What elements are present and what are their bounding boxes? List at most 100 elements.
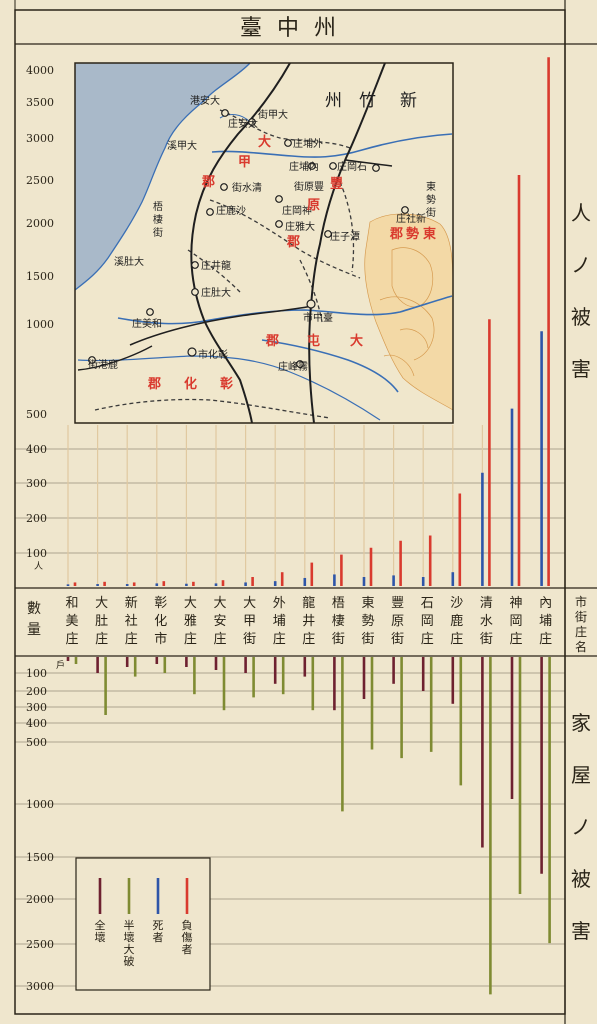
svg-text:原: 原 — [307, 198, 320, 213]
svg-text:庄峰霧: 庄峰霧 — [278, 360, 308, 373]
tick-label-casualty: 200 — [26, 512, 47, 525]
mountain-terrain — [364, 213, 454, 411]
district-labels: 大甲郡 豐原郡 郡勢東 郡屯大 郡化彰 — [147, 134, 436, 392]
rail-mountain — [308, 62, 386, 424]
svg-text:竹: 竹 — [359, 91, 376, 111]
section-label-casualties: 被 — [571, 305, 591, 329]
svg-text:庄安大: 庄安大 — [228, 117, 258, 130]
category-label: 岡 — [509, 614, 522, 629]
tick-label-house: 400 — [26, 717, 47, 730]
svg-text:庄社新: 庄社新 — [396, 212, 426, 225]
section-label-houses: 家 — [571, 711, 591, 735]
svg-text:東: 東 — [423, 226, 436, 242]
svg-text:豐: 豐 — [330, 176, 343, 192]
tick-label-house: 100 — [26, 667, 47, 680]
category-header: 庄 — [575, 624, 587, 639]
chart-title: 臺 中 州 — [240, 16, 340, 41]
tick-label-casualty: 2500 — [26, 174, 54, 187]
tick-label-house: 300 — [26, 701, 47, 714]
svg-text:大: 大 — [258, 134, 271, 150]
svg-text:庄岡神: 庄岡神 — [282, 204, 312, 217]
coastline — [74, 62, 251, 291]
category-label: 大 — [243, 596, 256, 611]
tick-label-casualty: 400 — [26, 443, 47, 456]
tick-label-house: 3000 — [26, 980, 54, 993]
section-label-houses: 屋 — [571, 763, 591, 787]
category-label: 彰 — [154, 595, 167, 611]
category-label: 梧 — [332, 596, 345, 611]
svg-text:庄子潭: 庄子潭 — [330, 230, 360, 243]
river-tatu — [117, 295, 453, 325]
svg-text:屯: 屯 — [307, 333, 320, 349]
svg-text:街: 街 — [153, 226, 163, 239]
category-label: 庄 — [539, 631, 552, 647]
tick-label-casualty: 2000 — [26, 217, 54, 230]
boundaries — [94, 109, 361, 419]
category-header: 名 — [575, 639, 587, 654]
svg-text:梧: 梧 — [153, 200, 163, 213]
house-unit-label: 戶 — [56, 659, 65, 671]
svg-text:港安大: 港安大 — [190, 94, 220, 107]
tick-label-casualty: 1000 — [26, 318, 54, 331]
category-label: 岡 — [421, 614, 434, 629]
legend-label: 負傷者 — [182, 919, 193, 956]
svg-text:溪肚大: 溪肚大 — [114, 255, 144, 268]
svg-text:東: 東 — [426, 180, 436, 193]
legend-label-char: 破 — [124, 954, 135, 968]
shinchiku-label: 州竹 新 — [325, 91, 417, 111]
category-header: 市 — [575, 594, 587, 609]
svg-text:市中臺: 市中臺 — [303, 311, 333, 324]
svg-text:庄埔內: 庄埔內 — [289, 160, 319, 173]
tick-label-casualty: 300 — [26, 477, 47, 490]
vertical-place-labels: 梧棲街 東勢街 — [153, 180, 436, 239]
svg-text:市化彰: 市化彰 — [198, 348, 228, 361]
category-label: 街 — [332, 632, 345, 647]
category-label: 街 — [480, 632, 493, 647]
svg-text:彰: 彰 — [220, 376, 233, 392]
category-label: 豐 — [391, 596, 404, 611]
section-label-casualties: ノ — [571, 253, 591, 277]
svg-text:棲: 棲 — [153, 213, 163, 226]
category-label: 內 — [539, 596, 552, 611]
legend-label-char: 者 — [153, 931, 164, 944]
rivers — [77, 113, 453, 421]
section-label-casualties: 害 — [571, 357, 591, 381]
map-sea — [75, 63, 250, 290]
legend-label-char: 負 — [182, 919, 193, 932]
svg-text:大: 大 — [350, 333, 363, 349]
category-label: 庄 — [273, 631, 286, 647]
category-label: 社 — [125, 613, 138, 629]
svg-text:郡: 郡 — [201, 175, 215, 190]
railways — [77, 62, 393, 424]
svg-text:甲: 甲 — [238, 155, 251, 170]
bar-layer — [66, 57, 551, 995]
legend-label-char: 者 — [182, 943, 193, 956]
tick-label-house: 2500 — [26, 938, 54, 951]
legend-label: 死者 — [153, 919, 164, 944]
svg-text:郡: 郡 — [147, 377, 161, 392]
category-label: 石 — [421, 596, 434, 611]
tick-label-casualty: 500 — [26, 408, 47, 421]
tick-label-casualty: 3000 — [26, 132, 54, 145]
category-label: 和 — [65, 596, 78, 611]
legend-label: 全壞 — [95, 918, 106, 944]
category-label: 井 — [302, 614, 315, 629]
tick-label-house: 500 — [26, 736, 47, 749]
axis-header-char-1: 數 — [27, 601, 41, 617]
svg-text:街港鹿: 街港鹿 — [88, 358, 118, 371]
legend-box — [75, 857, 211, 991]
legend-label-char: 全 — [95, 918, 106, 932]
legend-label-char: 大 — [124, 942, 135, 956]
svg-text:溪甲大: 溪甲大 — [167, 139, 197, 152]
tick-label-house: 1500 — [26, 851, 54, 864]
section-label-casualties: 人 — [571, 201, 591, 225]
section-label-houses: ノ — [571, 815, 591, 839]
category-label: 市 — [154, 631, 167, 647]
category-label: 埔 — [539, 614, 552, 629]
frame-layer — [14, 0, 597, 1024]
category-label: 庄 — [184, 631, 197, 647]
svg-text:新: 新 — [400, 91, 417, 111]
